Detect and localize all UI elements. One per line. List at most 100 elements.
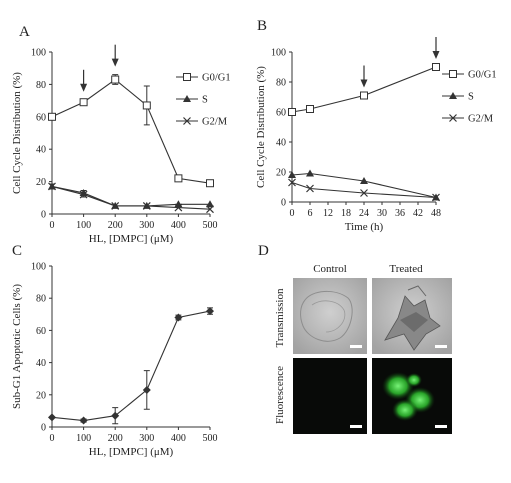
chart-a-legend-marker (183, 117, 191, 125)
chart-b-x-tick-label: 12 (323, 208, 333, 219)
chart-c-series-line (51, 310, 211, 422)
image-treated-transmission (372, 278, 452, 354)
chart-a-y-tick-label: 40 (36, 145, 46, 156)
chart-c-y-tick-label: 100 (31, 262, 46, 273)
chart-a-series-line (51, 185, 211, 210)
chart-a-data-point (174, 174, 183, 183)
chart-a-y-tick-label: 60 (36, 112, 46, 123)
chart-c-x-axis-title: HL, [DMPC] (μM) (89, 446, 174, 458)
chart-a-legend-label: S (202, 95, 208, 106)
chart-a-data-point (111, 75, 120, 84)
chart-a-x-axis-title: HL, [DMPC] (μM) (89, 233, 174, 245)
chart-a-legend-marker (183, 95, 191, 102)
chart-a-y-tick-label: 80 (36, 80, 46, 91)
chart-b-x-tick-label: 18 (341, 208, 351, 219)
chart-b-x-tick-label: 0 (290, 208, 295, 219)
column-label-control: Control (313, 263, 347, 275)
chart-panel-a: 0 20 40 60 80 100 0 100 200 300 400 500 HL, [DMPC] (… (11, 44, 231, 245)
chart-a-data-point (48, 182, 56, 191)
panel-letter-c: C (12, 243, 22, 259)
image-control-fluorescence (293, 358, 367, 434)
chart-a-x-tick-label: 100 (76, 220, 91, 231)
chart-a-data-point (206, 205, 214, 214)
chart-c-x-tick-label: 0 (50, 433, 55, 444)
chart-a-legend-label: G2/M (202, 117, 228, 128)
chart-c-y-tick-label: 40 (36, 358, 46, 369)
chart-b-data-point (306, 105, 314, 113)
fluorescence-background-control (293, 358, 367, 434)
chart-b-x-tick-label: 24 (359, 208, 369, 219)
chart-a-series-line (51, 185, 210, 207)
chart-b-x-tick-label: 6 (308, 208, 313, 219)
chart-a-arrow-head (111, 58, 119, 67)
chart-b-data-point (306, 169, 314, 177)
chart-b-x-tick-label: 36 (395, 208, 405, 219)
chart-b-data-point (288, 178, 296, 187)
panel-letter-b: B (257, 18, 267, 34)
chart-a-x-tick-label: 500 (203, 220, 218, 231)
chart-b-y-tick-label: 0 (281, 198, 286, 209)
chart-b-y-tick-label: 20 (276, 168, 286, 179)
chart-a-data-point (174, 203, 183, 212)
chart-c-data-point (111, 411, 120, 420)
chart-c-x-tick-label: 500 (203, 433, 218, 444)
chart-b-series-line (291, 172, 437, 199)
chart-c-y-tick-label: 80 (36, 294, 46, 305)
chart-a-series-line (51, 78, 211, 184)
chart-a-data-point (111, 201, 120, 210)
chart-b-x-tick-label: 42 (413, 208, 423, 219)
chart-b-arrow-head (360, 79, 368, 88)
chart-b-data-point (360, 91, 368, 100)
chart-c-y-axis-title: Sub-G1 Apoptotic Cells (%) (11, 284, 23, 409)
scale-bar-control-transmission (350, 345, 362, 348)
chart-a-data-point (206, 179, 214, 188)
chart-c-x-tick-label: 100 (76, 433, 91, 444)
chart-b-y-tick-label: 60 (276, 108, 286, 119)
chart-b-x-tick-label: 30 (377, 208, 387, 219)
chart-b-data-point (360, 177, 368, 184)
chart-b-data-point (360, 189, 368, 197)
chart-b-data-point (288, 108, 296, 116)
chart-a-data-point (142, 201, 151, 210)
row-label-fluorescence: Fluorescence (274, 366, 286, 424)
panel-letter-a: A (19, 24, 30, 40)
chart-c-x-tick-label: 300 (139, 433, 154, 444)
chart-b-legend-label: G0/G1 (468, 70, 497, 81)
chart-b-data-point (432, 63, 440, 71)
chart-a-x-tick-label: 200 (108, 220, 123, 231)
chart-b-legend-marker (449, 70, 457, 78)
chart-b-legend-label: S (468, 92, 474, 103)
chart-b-x-axis-title: Time (h) (345, 221, 384, 233)
chart-b-data-point (432, 193, 440, 202)
chart-b-arrow-head (432, 51, 440, 59)
chart-a-legend-marker (183, 73, 191, 81)
chart-a-x-tick-label: 0 (50, 220, 55, 231)
chart-c-data-point (79, 416, 88, 425)
chart-b-legend-label: G2/M (468, 114, 494, 125)
scale-bar-treated-transmission (435, 345, 447, 348)
chart-c-data-point (206, 307, 214, 316)
column-label-treated: Treated (389, 263, 423, 275)
chart-a-y-tick-label: 100 (31, 48, 46, 59)
chart-c-x-tick-label: 200 (108, 433, 123, 444)
chart-a-legend-label: G0/G1 (202, 73, 231, 84)
chart-b-series-line (291, 181, 437, 199)
chart-panel-c: 0 20 40 60 80 100 0 100 200 300 400 500 HL, [DMPC] (… (11, 262, 218, 459)
chart-panel-b: 0 20 40 60 80 100 0 6 12 18 24 30 36 42 48 Time (h) Cell… (255, 37, 497, 233)
image-control-transmission (293, 278, 367, 354)
image-treated-fluorescence (372, 358, 452, 434)
panel-letter-d: D (258, 243, 269, 259)
panel-d: Control Treated Transmission Fluorescenc… (274, 263, 452, 434)
chart-a-y-axis-title: Cell Cycle Distribution (%) (11, 72, 23, 194)
chart-b-y-tick-label: 40 (276, 138, 286, 149)
chart-c-data-point (48, 413, 56, 422)
chart-a-data-point (79, 98, 88, 107)
chart-b-y-axis-title: Cell Cycle Distribution (%) (255, 66, 267, 188)
chart-a-x-tick-label: 300 (139, 220, 154, 231)
chart-c-x-tick-label: 400 (171, 433, 186, 444)
scale-bar-treated-fluorescence (435, 425, 447, 428)
chart-a-y-tick-label: 0 (41, 210, 46, 221)
row-label-transmission: Transmission (274, 288, 286, 347)
chart-b-series-line (291, 66, 437, 113)
